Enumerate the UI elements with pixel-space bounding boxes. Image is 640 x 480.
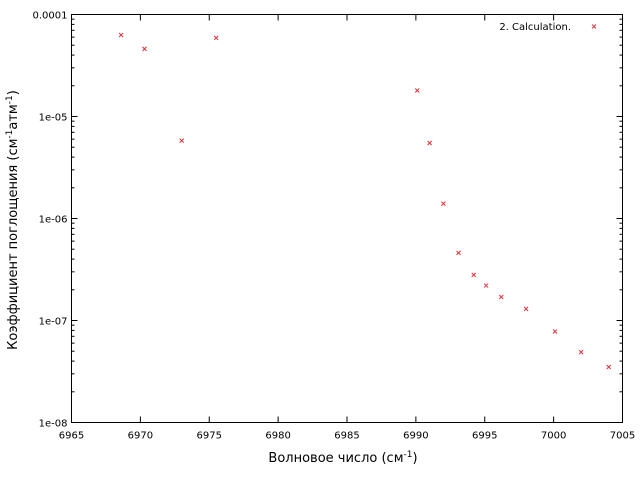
- x-tick-label: 6980: [265, 431, 290, 442]
- legend-marker-x: [591, 24, 597, 29]
- x-tick-label: 6965: [59, 431, 84, 442]
- y-axis-label: Коэффициент поглощения (см-1атм-1): [5, 90, 21, 350]
- x-tick-label: 7005: [610, 431, 635, 442]
- x-axis-label: Волновое число (см-1): [268, 450, 417, 466]
- x-tick-label: 6975: [197, 431, 222, 442]
- data-point: [414, 88, 420, 93]
- x-axis: 6965 6970 6975 6980 6985 6990 6995 7000 7005: [59, 14, 635, 442]
- data-point: [552, 329, 558, 334]
- data-point: [213, 35, 219, 41]
- y-axis: 1e-08 1e-07 1e-06 1e-05 0.0001: [33, 11, 623, 430]
- y-tick-label: 1e-08: [39, 419, 68, 430]
- data-point: [483, 283, 489, 288]
- y-tick-label: 1e-05: [39, 113, 68, 124]
- legend: 2. Calculation.: [499, 22, 597, 33]
- series-calculation: [118, 32, 612, 370]
- data-point: [606, 364, 612, 370]
- plot-frame: [71, 14, 623, 423]
- data-point: [578, 349, 584, 355]
- data-point: [471, 272, 477, 278]
- y-tick-label: 1e-06: [39, 215, 68, 226]
- y-tick-label: 0.0001: [33, 11, 68, 22]
- legend-entry-marker: [591, 24, 597, 29]
- data-point: [142, 46, 147, 52]
- y-tick-label: 1e-07: [39, 317, 68, 328]
- data-point: [427, 140, 433, 146]
- legend-entry-label: 2. Calculation.: [499, 22, 571, 33]
- data-point: [441, 201, 446, 206]
- data-point: [456, 250, 461, 256]
- data-point: [498, 294, 504, 300]
- x-tick-label: 6990: [403, 431, 428, 442]
- data-point: [118, 32, 124, 38]
- x-tick-label: 6995: [472, 431, 497, 442]
- data-point: [179, 138, 185, 143]
- x-tick-label: 7000: [541, 431, 566, 442]
- x-tick-label: 6985: [334, 431, 359, 442]
- data-point: [523, 306, 529, 312]
- x-tick-label: 6970: [128, 431, 153, 442]
